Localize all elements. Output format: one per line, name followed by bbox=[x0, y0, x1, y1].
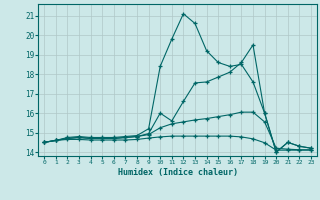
X-axis label: Humidex (Indice chaleur): Humidex (Indice chaleur) bbox=[118, 168, 238, 177]
